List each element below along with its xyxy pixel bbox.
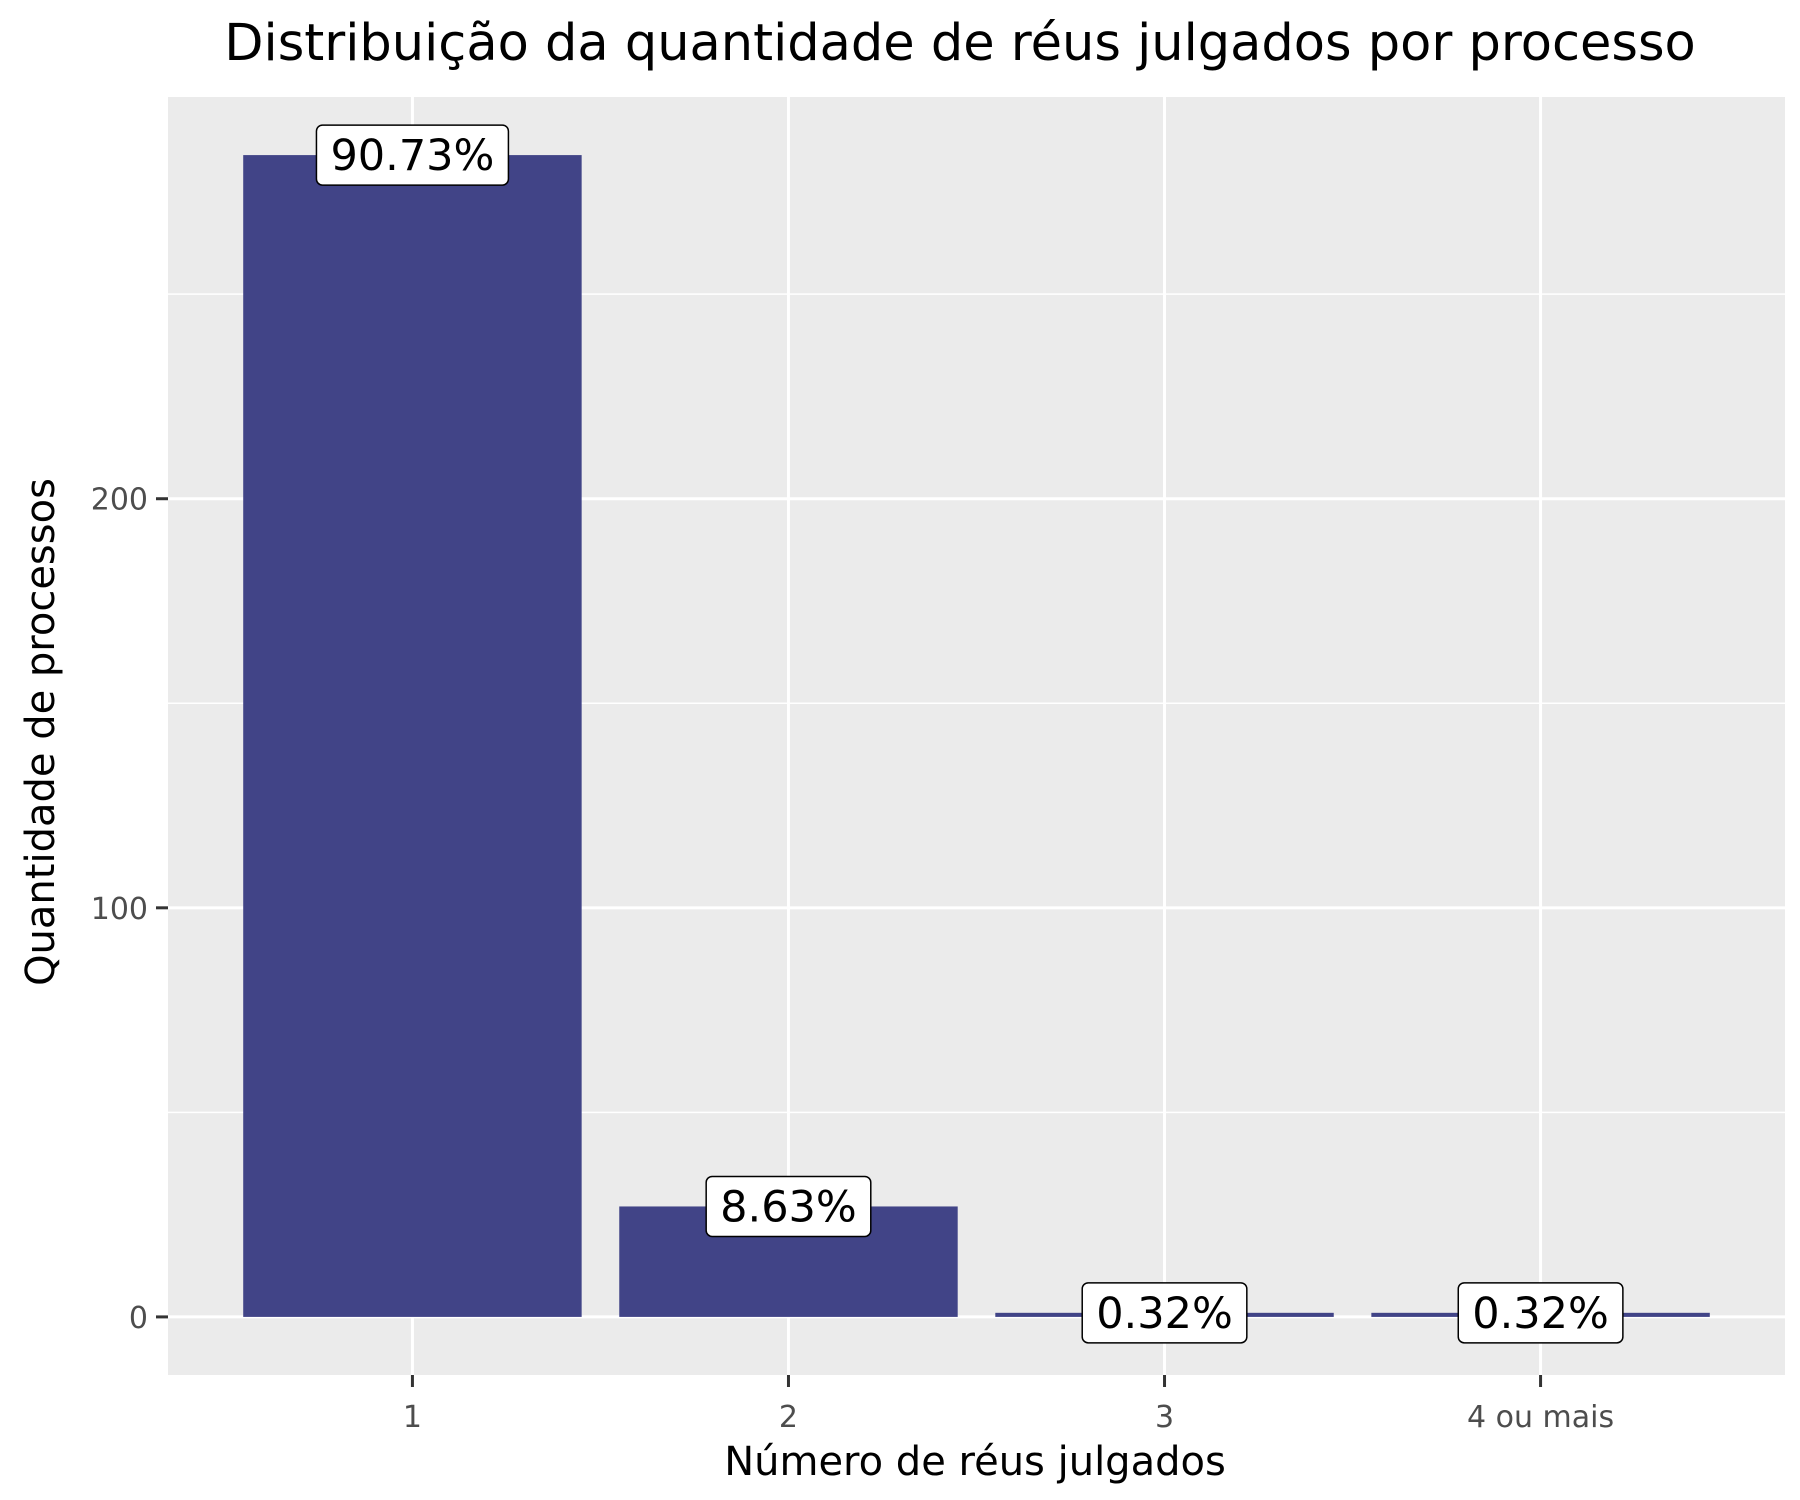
data-label: 8.63%: [706, 1176, 871, 1236]
data-label: 0.32%: [1082, 1283, 1247, 1343]
bar-1: [243, 155, 581, 1317]
x-axis-title: Número de réus julgados: [724, 1439, 1226, 1485]
data-label-text: 0.32%: [1472, 1289, 1609, 1339]
y-tick-label: 100: [91, 892, 148, 927]
y-tick-label: 200: [91, 483, 148, 518]
x-tick-label: 1: [403, 1400, 422, 1435]
chart-title: Distribuição da quantidade de réus julga…: [224, 14, 1695, 73]
y-axis-title: Quantidade de processos: [18, 478, 64, 986]
x-tick-label: 3: [1155, 1400, 1174, 1435]
x-tick-label: 2: [779, 1400, 798, 1435]
x-tick-label: 4 ou mais: [1467, 1400, 1614, 1435]
data-label: 90.73%: [316, 125, 508, 185]
data-label: 0.32%: [1458, 1283, 1623, 1343]
data-label-text: 8.63%: [720, 1182, 857, 1232]
y-tick-label: 0: [129, 1301, 148, 1336]
data-label-text: 0.32%: [1096, 1289, 1233, 1339]
data-label-text: 90.73%: [330, 131, 494, 181]
